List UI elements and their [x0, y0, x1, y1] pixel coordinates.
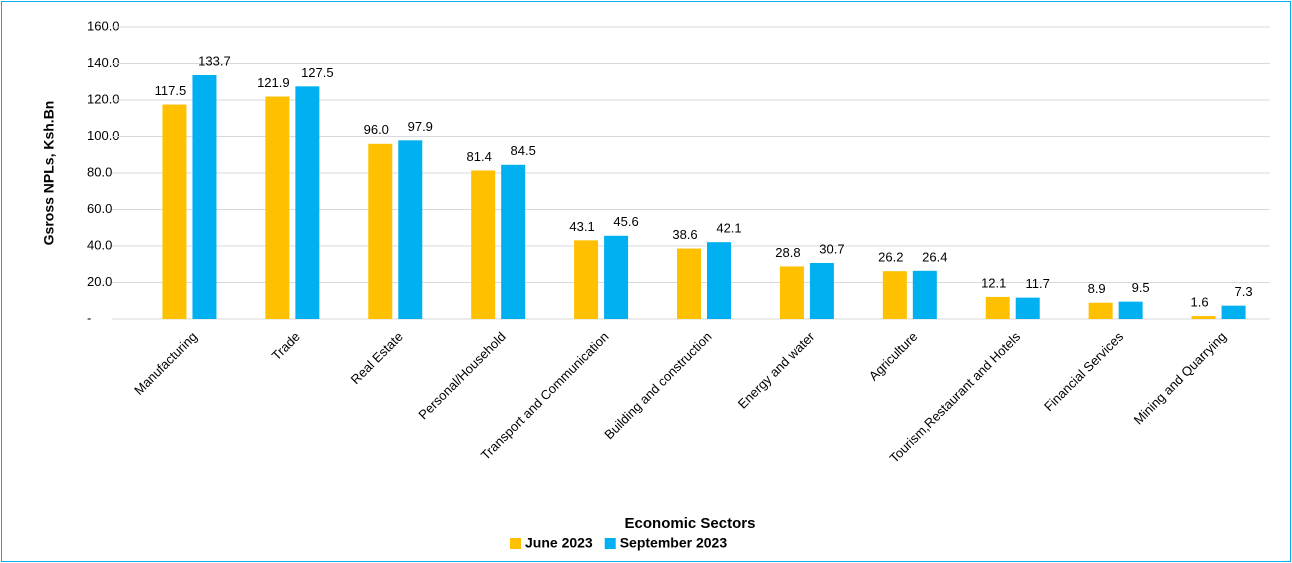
data-label: 26.2 — [878, 250, 903, 265]
data-label: 8.9 — [1088, 281, 1106, 296]
bar — [574, 240, 599, 319]
bar — [882, 271, 907, 319]
x-tick-label: Building and construction — [601, 329, 714, 442]
y-tick-label: 140.0 — [87, 55, 120, 70]
data-label: 43.1 — [569, 219, 594, 234]
bar — [368, 143, 393, 319]
x-tick-label: Personal/Household — [415, 329, 508, 422]
bar — [471, 170, 496, 319]
data-label: 133.7 — [198, 53, 231, 68]
bar — [809, 262, 834, 319]
bar — [265, 96, 290, 319]
bar — [1088, 302, 1113, 319]
data-label: 12.1 — [981, 275, 1006, 290]
legend-label: June 2023 — [525, 535, 593, 551]
y-tick-label: 20.0 — [87, 274, 112, 289]
x-tick-label: Manufacturing — [131, 329, 200, 398]
data-label: 127.5 — [301, 65, 334, 80]
data-label: 121.9 — [257, 75, 290, 90]
x-tick-label: Mining and Quarrying — [1131, 329, 1229, 427]
y-tick-label: - — [87, 310, 91, 325]
data-label: 9.5 — [1132, 280, 1150, 295]
x-tick-label: Trade — [269, 329, 303, 363]
data-label: 7.3 — [1235, 284, 1253, 299]
bar — [604, 235, 629, 319]
bar — [707, 242, 731, 319]
x-tick-label: Real Estate — [348, 329, 406, 387]
bar — [295, 86, 320, 319]
data-label: 26.4 — [922, 249, 947, 264]
data-label: 96.0 — [364, 122, 389, 137]
bar — [985, 296, 1010, 319]
data-label: 81.4 — [467, 149, 492, 164]
data-label: 11.7 — [1026, 276, 1050, 291]
x-tick-label: Agriculture — [866, 329, 921, 384]
y-tick-label: 80.0 — [87, 164, 112, 179]
legend-label: September 2023 — [620, 535, 728, 551]
bar — [192, 74, 217, 319]
data-label: 30.7 — [819, 241, 844, 256]
bar — [912, 270, 937, 319]
x-tick-label: Energy and water — [735, 328, 818, 411]
bar — [501, 164, 526, 319]
bar — [398, 140, 423, 319]
y-tick-label: 100.0 — [87, 128, 120, 143]
data-label: 84.5 — [511, 143, 536, 158]
y-tick-label: 60.0 — [87, 201, 112, 216]
bar — [677, 248, 701, 319]
data-label: 38.6 — [672, 227, 697, 242]
bar — [779, 266, 804, 319]
data-label: 45.6 — [613, 214, 638, 229]
y-tick-label: 40.0 — [87, 237, 112, 252]
bar — [1191, 316, 1216, 319]
data-label: 1.6 — [1191, 295, 1209, 310]
data-label: 117.5 — [155, 83, 187, 98]
bar — [1015, 297, 1040, 319]
legend-swatch — [510, 538, 521, 549]
y-axis-title: Gsross NPLs, Ksh.Bn — [41, 101, 57, 246]
x-axis-title: Economic Sectors — [625, 515, 756, 532]
legend-swatch — [604, 538, 616, 549]
y-tick-label: 120.0 — [87, 91, 120, 106]
bar — [162, 104, 187, 319]
x-tick-label: Financial Services — [1041, 329, 1127, 415]
data-label: 28.8 — [775, 245, 800, 260]
bar — [1221, 305, 1246, 319]
y-tick-label: 160.0 — [87, 18, 120, 33]
bar — [1118, 301, 1143, 319]
data-label: 97.9 — [408, 119, 433, 134]
data-label: 42.1 — [716, 221, 741, 236]
